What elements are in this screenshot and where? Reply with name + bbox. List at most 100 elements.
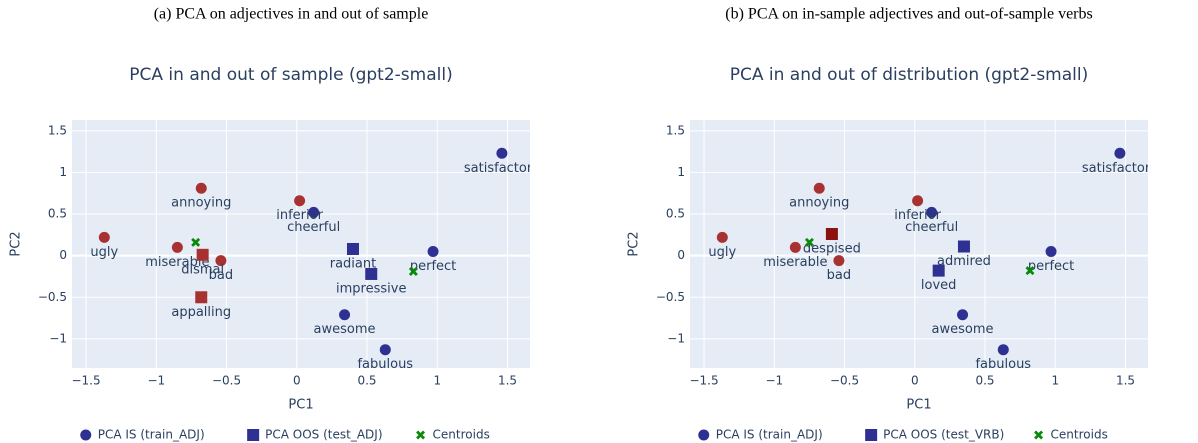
chart-title: PCA in and out of distribution (gpt2-sma… [730,65,1089,85]
legend-label: PCA OOS (test_VRB) [883,428,1004,442]
legend-marker [1034,430,1044,440]
point-label: inferior [894,208,941,223]
point-label: annoying [789,196,849,211]
y-axis-title: PC2 [9,231,24,256]
point-label: awesome [314,322,376,337]
caption: (a) PCA on adjectives in and out of samp… [154,6,429,23]
point-label: dismal [181,262,224,277]
point [215,255,227,267]
point-label: admired [937,254,991,269]
point-label: ugly [708,245,736,260]
legend-label: Centroids [433,428,490,442]
legend-marker [80,429,92,441]
point-label: despised [803,242,861,257]
y-tick-label: 0 [59,248,67,262]
point-label: cheerful [287,220,340,235]
chart-title: PCA in and out of sample (gpt2-small) [129,65,452,85]
point [912,195,924,207]
x-tick-label: −0.5 [830,374,859,388]
y-tick-label: 1.5 [48,123,67,137]
point [813,182,825,194]
point [339,309,351,321]
plot-area [72,120,530,368]
y-tick-label: −1 [49,331,67,345]
point-label: bad [209,268,233,283]
point [98,231,110,243]
x-tick-label: 0.5 [357,374,376,388]
point [196,248,209,261]
legend-label: Centroids [1051,428,1108,442]
y-axis-title: PC2 [627,231,642,256]
x-tick-label: 1 [433,374,441,388]
point [195,291,208,304]
point [1114,147,1126,159]
point [294,195,306,207]
x-tick-label: 0 [911,374,919,388]
chart: (a) PCA on adjectives in and out of samp… [9,6,540,442]
point-label: perfect [1028,259,1074,274]
point [804,237,814,247]
x-tick-label: −1.5 [71,374,100,388]
legend-label: PCA OOS (test_ADJ) [265,428,382,442]
point-label: annoying [171,196,231,211]
x-tick-label: 1 [1051,374,1059,388]
caption: (b) PCA on in-sample adjectives and out-… [725,6,1092,23]
point [195,182,207,194]
point-label: satisfactory [464,161,540,176]
point [308,206,320,218]
point [496,147,508,159]
y-tick-label: 1 [59,165,67,179]
point [1025,266,1035,276]
point [716,231,728,243]
legend-marker [247,429,260,441]
point-label: radiant [330,256,376,271]
chart: (b) PCA on in-sample adjectives and out-… [627,6,1158,442]
legend-marker [865,429,878,441]
point [957,240,970,253]
y-tick-label: −1 [667,331,685,345]
y-tick-label: −0.5 [38,290,67,304]
y-tick-label: 0.5 [666,207,685,221]
point-label: satisfactory [1082,161,1158,176]
y-tick-label: 1.5 [666,123,685,137]
points: satisfactory cheerful perfect awesome fabulo… [708,147,1158,368]
point [191,237,201,247]
point-label: impressive [336,281,406,296]
point [365,267,378,280]
legend-label: PCA IS (train_ADJ) [716,428,823,442]
legend-marker [698,429,710,441]
y-tick-label: 1 [677,165,685,179]
legend-marker [416,430,426,440]
x-axis-title: PC1 [288,398,313,413]
point-label: miserable [145,255,209,270]
x-tick-label: 0.5 [975,374,994,388]
point-label: loved [921,278,957,293]
x-tick-label: −0.5 [212,374,241,388]
point [926,206,938,218]
point-label: miserable [763,255,827,270]
y-tick-label: 0.5 [48,207,67,221]
point-label: appalling [171,305,231,320]
point-label: bad [827,268,851,283]
x-tick-label: 0 [293,374,301,388]
point [427,245,439,257]
point [957,309,969,321]
point-label: awesome [932,322,994,337]
point [789,241,801,253]
point [408,266,418,276]
point [346,242,359,255]
points: satisfactory cheerful perfect awesome fabulo… [90,147,540,368]
point [932,264,945,277]
point-label: cheerful [905,220,958,235]
point [379,344,391,356]
point [825,228,838,241]
point [171,241,183,253]
point [833,255,845,267]
x-tick-label: 1.5 [1116,374,1135,388]
legend-label: PCA IS (train_ADJ) [98,428,205,442]
x-tick-label: 1.5 [498,374,517,388]
point [997,344,1009,356]
point [1045,245,1057,257]
point-label: inferior [276,208,323,223]
